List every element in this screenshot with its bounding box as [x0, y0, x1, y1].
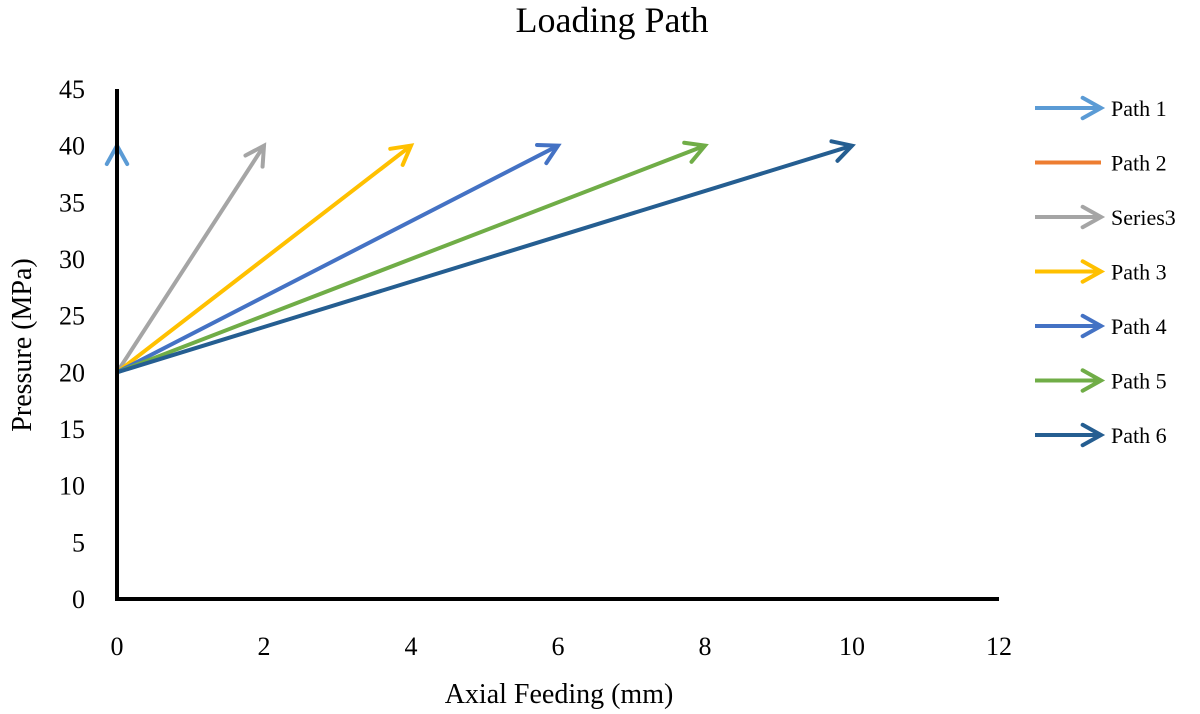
y-axis-label: Pressure (MPa)	[7, 258, 38, 431]
x-tick-label: 4	[405, 632, 418, 661]
y-tick-label: 10	[59, 472, 85, 501]
series-arrowhead-4	[388, 143, 415, 167]
y-tick-label: 35	[59, 188, 85, 217]
y-tick-label: 30	[59, 245, 85, 274]
x-tick-label: 12	[986, 632, 1012, 661]
legend-arrow-icon	[1080, 368, 1106, 393]
legend: Path 1 Path 2 Series3 Path 3 Path 4 Path 5 Pat…	[1035, 95, 1176, 448]
y-tick-label: 15	[59, 415, 85, 444]
y-tick-label: 25	[59, 302, 85, 331]
series-line-5	[115, 143, 559, 599]
legend-label: Path 3	[1111, 260, 1167, 285]
legend-arrow-icon	[1080, 95, 1106, 121]
legend-item: Path 2	[1035, 151, 1167, 176]
legend-item: Path 3	[1035, 259, 1167, 285]
legend-label: Path 5	[1111, 369, 1167, 394]
legend-item: Path 1	[1035, 95, 1167, 121]
legend-item: Path 5	[1035, 368, 1167, 394]
series-arrowhead-7	[829, 139, 856, 163]
x-tick-label: 8	[699, 632, 712, 661]
series-arrowhead-5	[535, 142, 562, 166]
y-tick-label: 45	[59, 75, 85, 104]
legend-arrow-icon	[1080, 259, 1106, 284]
legend-item: Path 6	[1035, 422, 1167, 448]
series-line-7	[115, 143, 853, 599]
x-tick-label: 10	[839, 632, 865, 661]
y-tick-label: 40	[59, 132, 85, 161]
x-axis-label: Axial Feeding (mm)	[445, 679, 674, 710]
y-tick-label: 20	[59, 358, 85, 387]
series-arrowhead-3	[243, 142, 267, 169]
legend-arrow-icon	[1080, 204, 1106, 230]
legend-label: Path 1	[1111, 96, 1167, 121]
axes-layer	[115, 89, 999, 601]
series-line-4	[115, 144, 413, 599]
x-tick-label: 6	[552, 632, 565, 661]
series-line-6	[115, 143, 706, 599]
legend-label: Path 4	[1111, 314, 1167, 339]
series-line-3	[115, 144, 266, 599]
y-tick-label: 0	[72, 585, 85, 614]
chart-title: Loading Path	[516, 0, 709, 40]
legend-item: Path 4	[1035, 313, 1167, 339]
legend-item: Series3	[1035, 204, 1176, 230]
legend-label: Path 2	[1111, 151, 1167, 176]
legend-arrow-icon	[1080, 422, 1106, 448]
legend-label: Path 6	[1111, 423, 1167, 448]
series-arrowhead-6	[682, 140, 709, 164]
legend-label: Series3	[1111, 205, 1176, 230]
series-layer	[104, 139, 856, 599]
y-tick-label: 5	[72, 528, 85, 557]
x-tick-label: 0	[111, 632, 124, 661]
ticks-layer: 0 2 4 6 8 10 12 0 5 10 15 20 25 30 35 40 45	[59, 75, 1012, 661]
x-tick-label: 2	[258, 632, 271, 661]
legend-arrow-icon	[1080, 313, 1106, 339]
